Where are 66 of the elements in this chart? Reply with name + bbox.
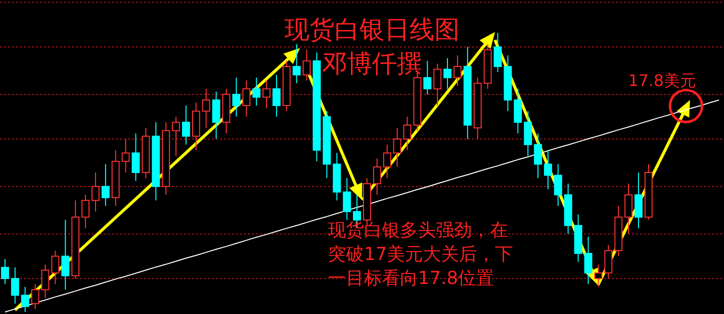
- candlestick: [222, 88, 230, 134]
- candlestick: [262, 80, 270, 109]
- candlestick: [132, 132, 140, 182]
- candlestick: [574, 214, 582, 262]
- candlestick: [192, 102, 200, 151]
- candlestick: [202, 88, 210, 128]
- candlestick: [312, 52, 321, 162]
- candlestick: [172, 116, 180, 156]
- annotation: 现货白银多头强劲，在突破17美元大关后，下一目标看向17.8位置: [328, 220, 513, 289]
- candlestick: [494, 32, 502, 73]
- candlestick: [594, 264, 602, 288]
- candlestick: [534, 132, 542, 179]
- candlestick: [182, 105, 190, 146]
- candlestick: [554, 164, 562, 206]
- candlestick: [242, 80, 250, 118]
- candlestick: [212, 91, 220, 140]
- candlestick: [342, 178, 351, 220]
- candlestick: [634, 172, 643, 229]
- candlestick: [373, 158, 382, 196]
- candlestick: [102, 164, 110, 206]
- candlestick: [474, 77, 482, 140]
- candlestick: [564, 183, 572, 234]
- candlestick: [71, 200, 80, 280]
- candlestick: [332, 152, 341, 201]
- candlestick: [433, 63, 442, 106]
- candlestick: [142, 127, 150, 179]
- candlestick: [443, 58, 452, 90]
- candlestick: [31, 284, 40, 310]
- candlestick: [584, 236, 592, 285]
- candlestick: [524, 110, 532, 156]
- candlestick: [282, 60, 291, 112]
- candlestick: [644, 164, 653, 220]
- candlestick: [322, 110, 331, 179]
- candlestick: [454, 54, 462, 87]
- candlestick: [92, 172, 100, 212]
- text: 邓博仟撰: [322, 49, 422, 78]
- candlestick: [1, 258, 10, 285]
- candlestick: [51, 250, 60, 285]
- candlestick: [61, 219, 70, 290]
- candlestick: [383, 144, 392, 179]
- candlestick: [423, 60, 432, 95]
- candlestick: [292, 44, 301, 84]
- candlestick: [81, 194, 90, 229]
- candlestick: [464, 46, 472, 140]
- candlestick: [41, 264, 50, 299]
- candlestick: [393, 127, 402, 168]
- candlestick: [604, 244, 612, 280]
- candlestick: [302, 49, 311, 81]
- candlestick: [252, 77, 260, 106]
- candlestick: [21, 286, 30, 312]
- candlestick: [272, 74, 281, 118]
- candlestick: [403, 116, 412, 151]
- annotation: 17.8美元: [628, 71, 696, 90]
- candlestick: [11, 266, 20, 304]
- candlestick: [544, 150, 552, 190]
- candlestick: [514, 88, 522, 134]
- candlestick: [624, 183, 632, 234]
- candlestick: [122, 138, 130, 173]
- candlestick: [484, 44, 492, 90]
- candlestick: [232, 77, 240, 118]
- candlestick: [112, 150, 120, 206]
- candlestick: [614, 205, 622, 257]
- candlestick: [162, 122, 170, 196]
- candlestick: [152, 122, 160, 201]
- chart-title: 现货白银日线图: [284, 15, 460, 44]
- candlestick: [504, 54, 512, 112]
